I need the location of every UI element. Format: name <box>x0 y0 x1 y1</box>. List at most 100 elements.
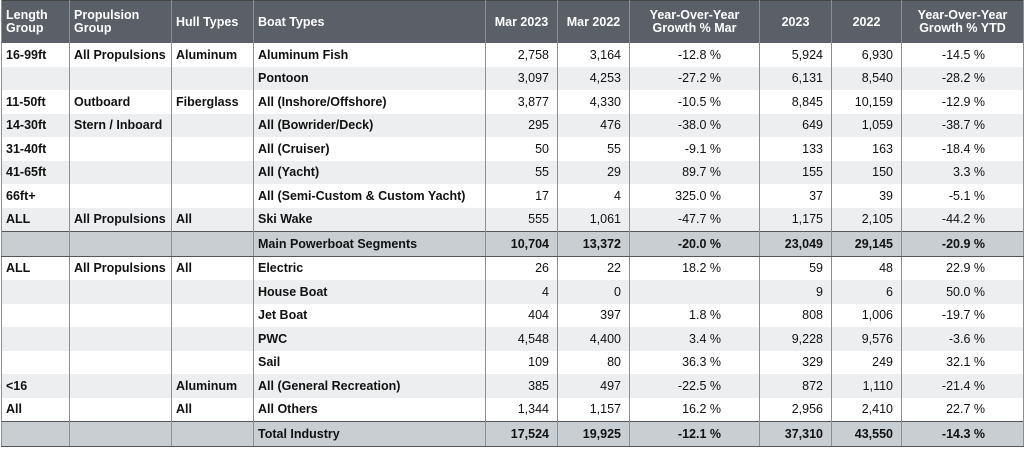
table-cell: 1.8 % <box>629 303 760 327</box>
table-cell: All (Inshore/Offshore) <box>253 90 486 114</box>
table-cell <box>69 184 172 208</box>
table-cell: 4 <box>557 184 630 208</box>
table-cell: -27.2 % <box>629 66 760 90</box>
table-cell: -22.5 % <box>629 374 760 398</box>
table-cell: 4,253 <box>557 66 630 90</box>
table-cell <box>1 327 70 351</box>
table-cell: Sail <box>253 350 486 374</box>
table-cell: 59 <box>759 256 832 280</box>
table-cell: 50 <box>485 137 558 161</box>
table-cell: 1,110 <box>831 374 902 398</box>
table-cell <box>69 280 172 304</box>
table-cell: 2,410 <box>831 397 902 422</box>
table-cell: 155 <box>759 160 832 184</box>
table-cell: 1,006 <box>831 303 902 327</box>
table-cell: 4,330 <box>557 90 630 114</box>
table-cell: 404 <box>485 303 558 327</box>
table-cell <box>171 350 254 374</box>
subtotal-cell: -14.3 % <box>901 421 1024 447</box>
table-cell: 163 <box>831 137 902 161</box>
column-header: Hull Types <box>171 0 254 43</box>
table-cell <box>69 231 172 257</box>
table-cell: PWC <box>253 327 486 351</box>
table-cell: All <box>1 397 70 422</box>
table-cell <box>69 327 172 351</box>
table-cell: -10.5 % <box>629 90 760 114</box>
table-cell: -9.1 % <box>629 137 760 161</box>
table-cell: Aluminum <box>171 43 254 67</box>
table-cell: 9 <box>759 280 832 304</box>
table-cell: 16.2 % <box>629 397 760 422</box>
table-cell: 55 <box>557 137 630 161</box>
table-row: ALL All Propulsions All Electric 26 22 18.2 % 5… <box>1 256 1024 280</box>
subtotal-cell: 29,145 <box>831 231 902 257</box>
table-cell <box>69 421 172 447</box>
table-row: Jet Boat 404 397 1.8 % 808 1,006 -19.7 % <box>1 303 1024 327</box>
table-row: 16-99ft All Propulsions Aluminum Aluminum F… <box>1 43 1024 67</box>
table-row: 14-30ft Stern / Inboard All (Bowrider/Deck… <box>1 113 1024 137</box>
table-cell <box>171 184 254 208</box>
table-body: 16-99ft All Propulsions Aluminum Aluminum F… <box>1 43 1024 447</box>
table-cell <box>171 280 254 304</box>
table-cell: -12.9 % <box>901 90 1024 114</box>
table-row: Pontoon 3,097 4,253 -27.2 % 6,131 8,540 -28.2 … <box>1 66 1024 90</box>
table-cell: 1,059 <box>831 113 902 137</box>
table-cell: 37 <box>759 184 832 208</box>
table-cell: All <box>171 207 254 232</box>
table-cell <box>69 137 172 161</box>
table-cell: 0 <box>557 280 630 304</box>
table-cell <box>69 397 172 422</box>
subtotal-cell: Total Industry <box>253 421 486 447</box>
table-cell: 497 <box>557 374 630 398</box>
table-cell: 649 <box>759 113 832 137</box>
table-cell <box>171 303 254 327</box>
table-cell <box>1 421 70 447</box>
table-cell: 14-30ft <box>1 113 70 137</box>
table-cell <box>171 327 254 351</box>
table-cell: Aluminum <box>171 374 254 398</box>
table-row: House Boat 4 0 9 6 50.0 % <box>1 280 1024 304</box>
table-cell: 133 <box>759 137 832 161</box>
table-cell: ALL <box>1 256 70 280</box>
table-cell: 17 <box>485 184 558 208</box>
table-cell: All (Yacht) <box>253 160 486 184</box>
table-cell: All <box>171 256 254 280</box>
table-cell: All (Bowrider/Deck) <box>253 113 486 137</box>
table-cell: Fiberglass <box>171 90 254 114</box>
table-cell: -5.1 % <box>901 184 1024 208</box>
table-cell: 22 <box>557 256 630 280</box>
subtotal-cell: 37,310 <box>759 421 832 447</box>
table-cell: All Propulsions <box>69 256 172 280</box>
table-cell: 295 <box>485 113 558 137</box>
table-cell: Stern / Inboard <box>69 113 172 137</box>
subtotal-cell: -20.0 % <box>629 231 760 257</box>
table-cell: 50.0 % <box>901 280 1024 304</box>
table-cell: 29 <box>557 160 630 184</box>
table-cell: <16 <box>1 374 70 398</box>
column-header: Mar 2023 <box>485 0 558 43</box>
table-cell: -28.2 % <box>901 66 1024 90</box>
table-cell: 9,228 <box>759 327 832 351</box>
table-cell <box>1 231 70 257</box>
table-cell: All Propulsions <box>69 207 172 232</box>
table-cell: All (Cruiser) <box>253 137 486 161</box>
table-row: All All All Others 1,344 1,157 16.2 % 2,956 2,4… <box>1 397 1024 422</box>
table-cell: 249 <box>831 350 902 374</box>
table-cell: 3,164 <box>557 43 630 67</box>
table-row: PWC 4,548 4,400 3.4 % 9,228 9,576 -3.6 % <box>1 327 1024 351</box>
table-cell: 3,877 <box>485 90 558 114</box>
table-cell: 48 <box>831 256 902 280</box>
column-header: Length Group <box>1 0 70 43</box>
table-cell <box>171 137 254 161</box>
table-cell: 16-99ft <box>1 43 70 67</box>
table-cell: 22.7 % <box>901 397 1024 422</box>
table-cell <box>69 374 172 398</box>
table-cell <box>1 66 70 90</box>
table-cell: -14.5 % <box>901 43 1024 67</box>
subtotal-row: Total Industry 17,524 19,925 -12.1 % 37,310 4… <box>1 421 1024 447</box>
table-cell: 9,576 <box>831 327 902 351</box>
table-cell: 1,175 <box>759 207 832 232</box>
table-cell: 80 <box>557 350 630 374</box>
table-cell: -18.4 % <box>901 137 1024 161</box>
table-cell <box>629 280 760 304</box>
